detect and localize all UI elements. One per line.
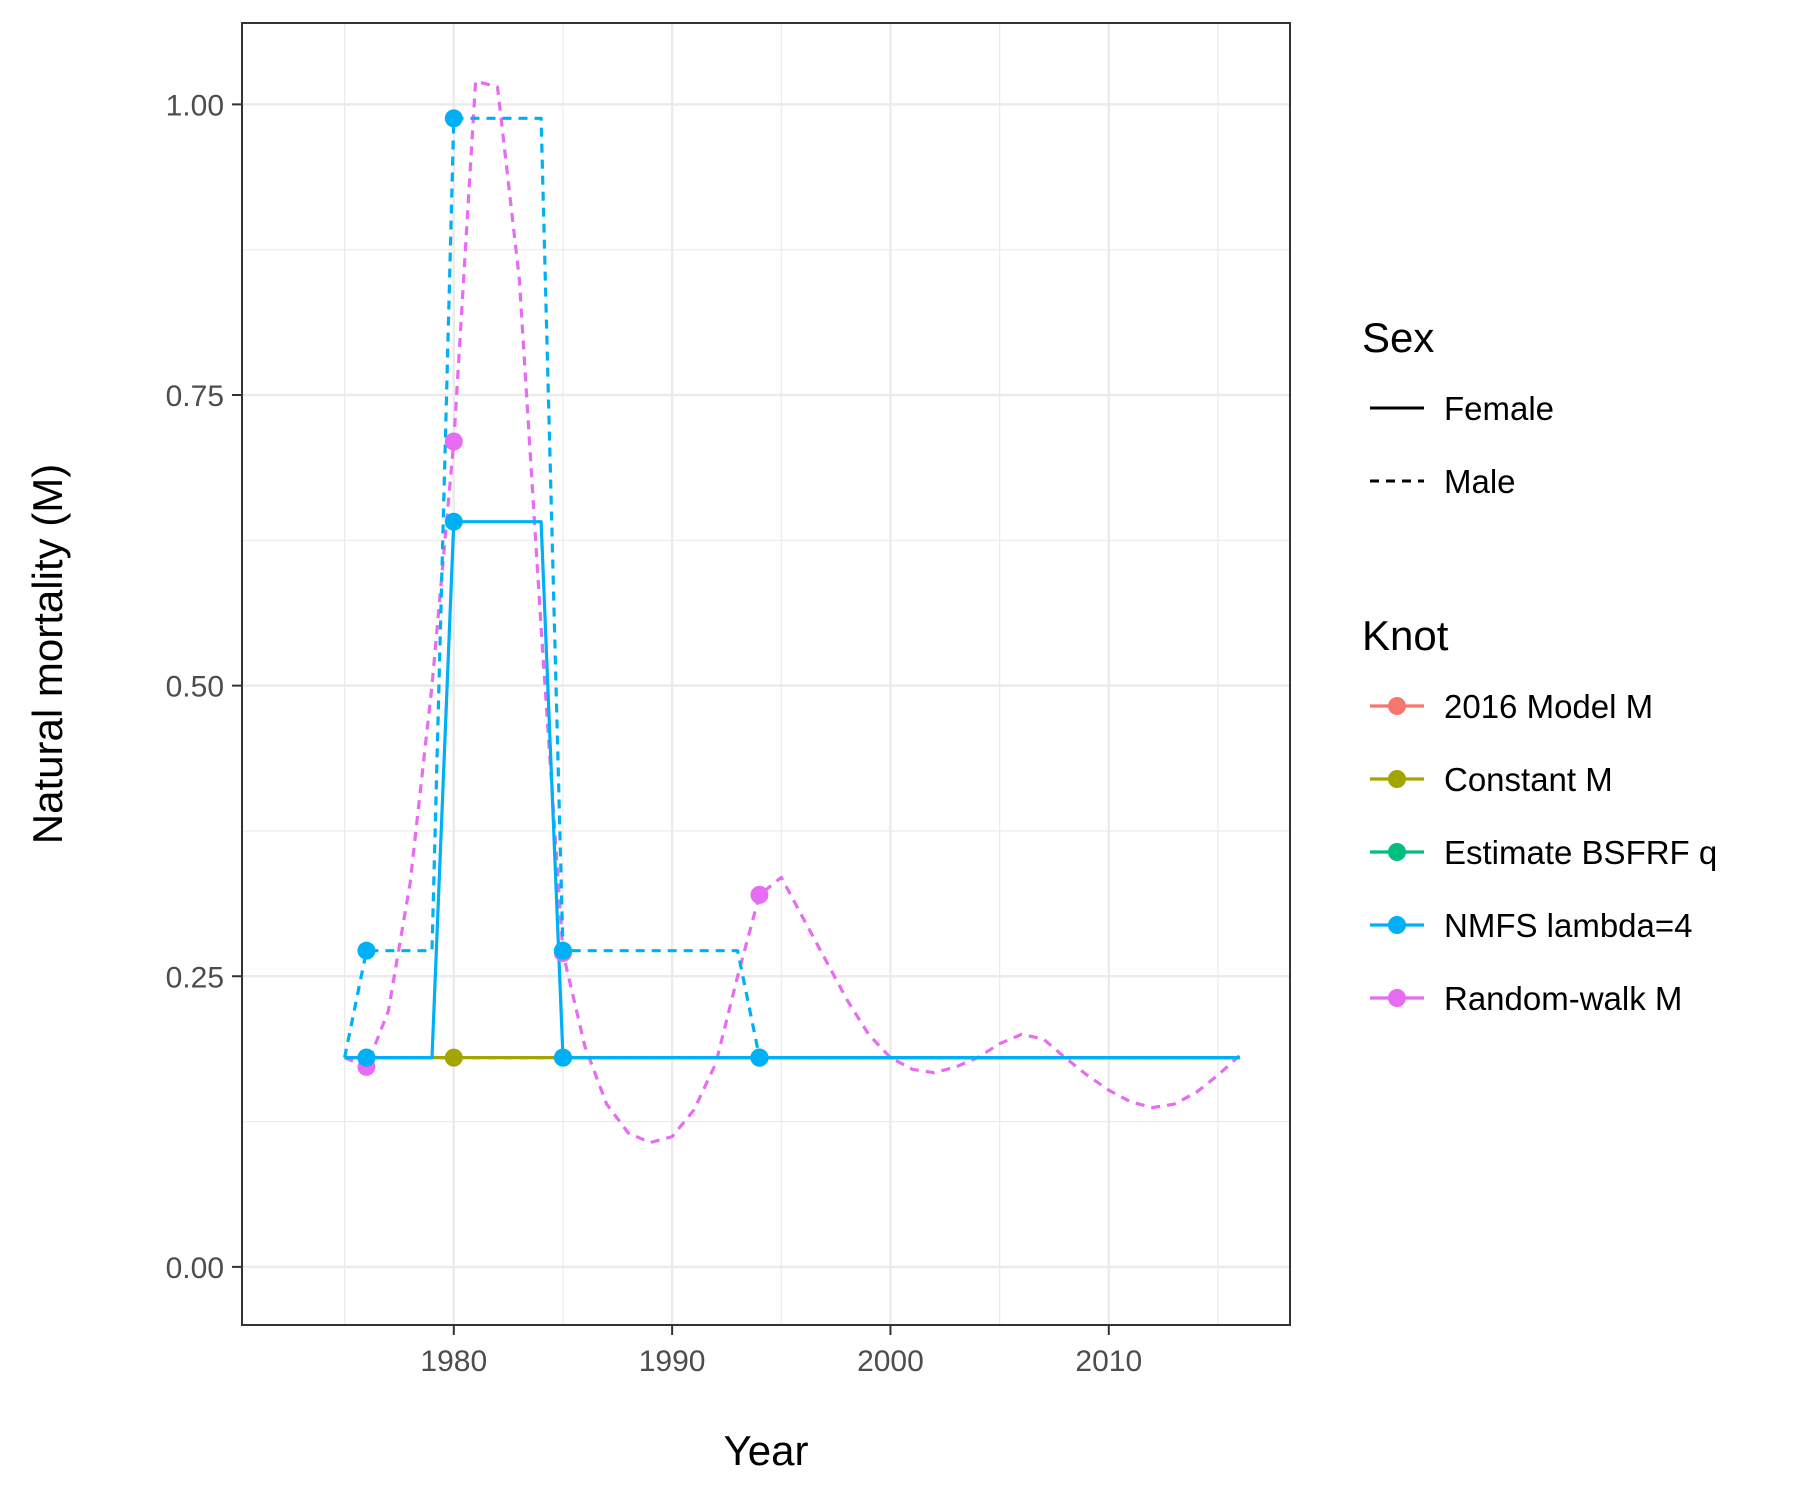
legend-knot-point bbox=[1388, 989, 1406, 1007]
knot-point bbox=[444, 432, 463, 451]
plot-panel bbox=[241, 22, 1291, 1326]
y-tick-label: 0.25 bbox=[166, 961, 224, 994]
x-tick-label: 1990 bbox=[639, 1345, 706, 1378]
series-lines bbox=[343, 79, 1241, 1145]
panel-background bbox=[242, 23, 1290, 1325]
legend-knot-title: Knot bbox=[1362, 612, 1449, 659]
legend-knot-label: Estimate BSFRF q bbox=[1444, 834, 1717, 871]
legend-sex-title: Sex bbox=[1362, 314, 1434, 361]
series-line-3 bbox=[343, 116, 1240, 1060]
y-tick-label: 0.50 bbox=[166, 671, 224, 704]
knot-point bbox=[444, 109, 463, 128]
legend-knot: Knot 2016 Model M Constant M Estimate BSFR… bbox=[1362, 612, 1717, 1017]
knot-point bbox=[444, 512, 463, 531]
series-line-4 bbox=[344, 520, 1240, 1060]
knot-point bbox=[553, 941, 572, 960]
legend-sex: Sex Female Male bbox=[1362, 314, 1554, 500]
legend-knot-point bbox=[1388, 697, 1406, 715]
y-tick-label: 0.00 bbox=[166, 1252, 224, 1285]
major-gridlines bbox=[242, 23, 1290, 1325]
knot-point bbox=[444, 1048, 463, 1067]
knot-point bbox=[357, 1048, 376, 1067]
knot-point bbox=[750, 1048, 769, 1067]
x-tick-label: 1980 bbox=[420, 1345, 487, 1378]
x-tick-label: 2000 bbox=[857, 1345, 924, 1378]
legend-sex-label: Female bbox=[1444, 390, 1554, 427]
legend-knot-point bbox=[1388, 916, 1406, 934]
legend-knot-point bbox=[1388, 843, 1406, 861]
y-tick-label: 0.75 bbox=[166, 380, 224, 413]
y-tick-label: 1.00 bbox=[166, 89, 224, 122]
knot-point bbox=[750, 885, 769, 904]
x-axis-title: Year bbox=[724, 1427, 809, 1474]
x-axis: 1980 1990 2000 2010 bbox=[420, 1325, 1142, 1378]
knot-point bbox=[357, 941, 376, 960]
legend-knot-label: NMFS lambda=4 bbox=[1444, 907, 1693, 944]
legend-knot-point bbox=[1388, 770, 1406, 788]
legend-knot-label: Constant M bbox=[1444, 761, 1613, 798]
knot-points bbox=[357, 109, 769, 1076]
knot-point bbox=[553, 1048, 572, 1067]
y-axis: 0.00 0.25 0.50 0.75 1.00 bbox=[166, 89, 242, 1285]
minor-gridlines bbox=[242, 23, 1290, 1325]
legend-knot-label: Random-walk M bbox=[1444, 980, 1682, 1017]
y-axis-title: Natural mortality (M) bbox=[24, 464, 71, 844]
x-tick-label: 2010 bbox=[1075, 1345, 1142, 1378]
panel-border bbox=[241, 22, 1291, 1326]
legend-knot-label: 2016 Model M bbox=[1444, 688, 1653, 725]
legend-sex-label: Male bbox=[1444, 463, 1516, 500]
